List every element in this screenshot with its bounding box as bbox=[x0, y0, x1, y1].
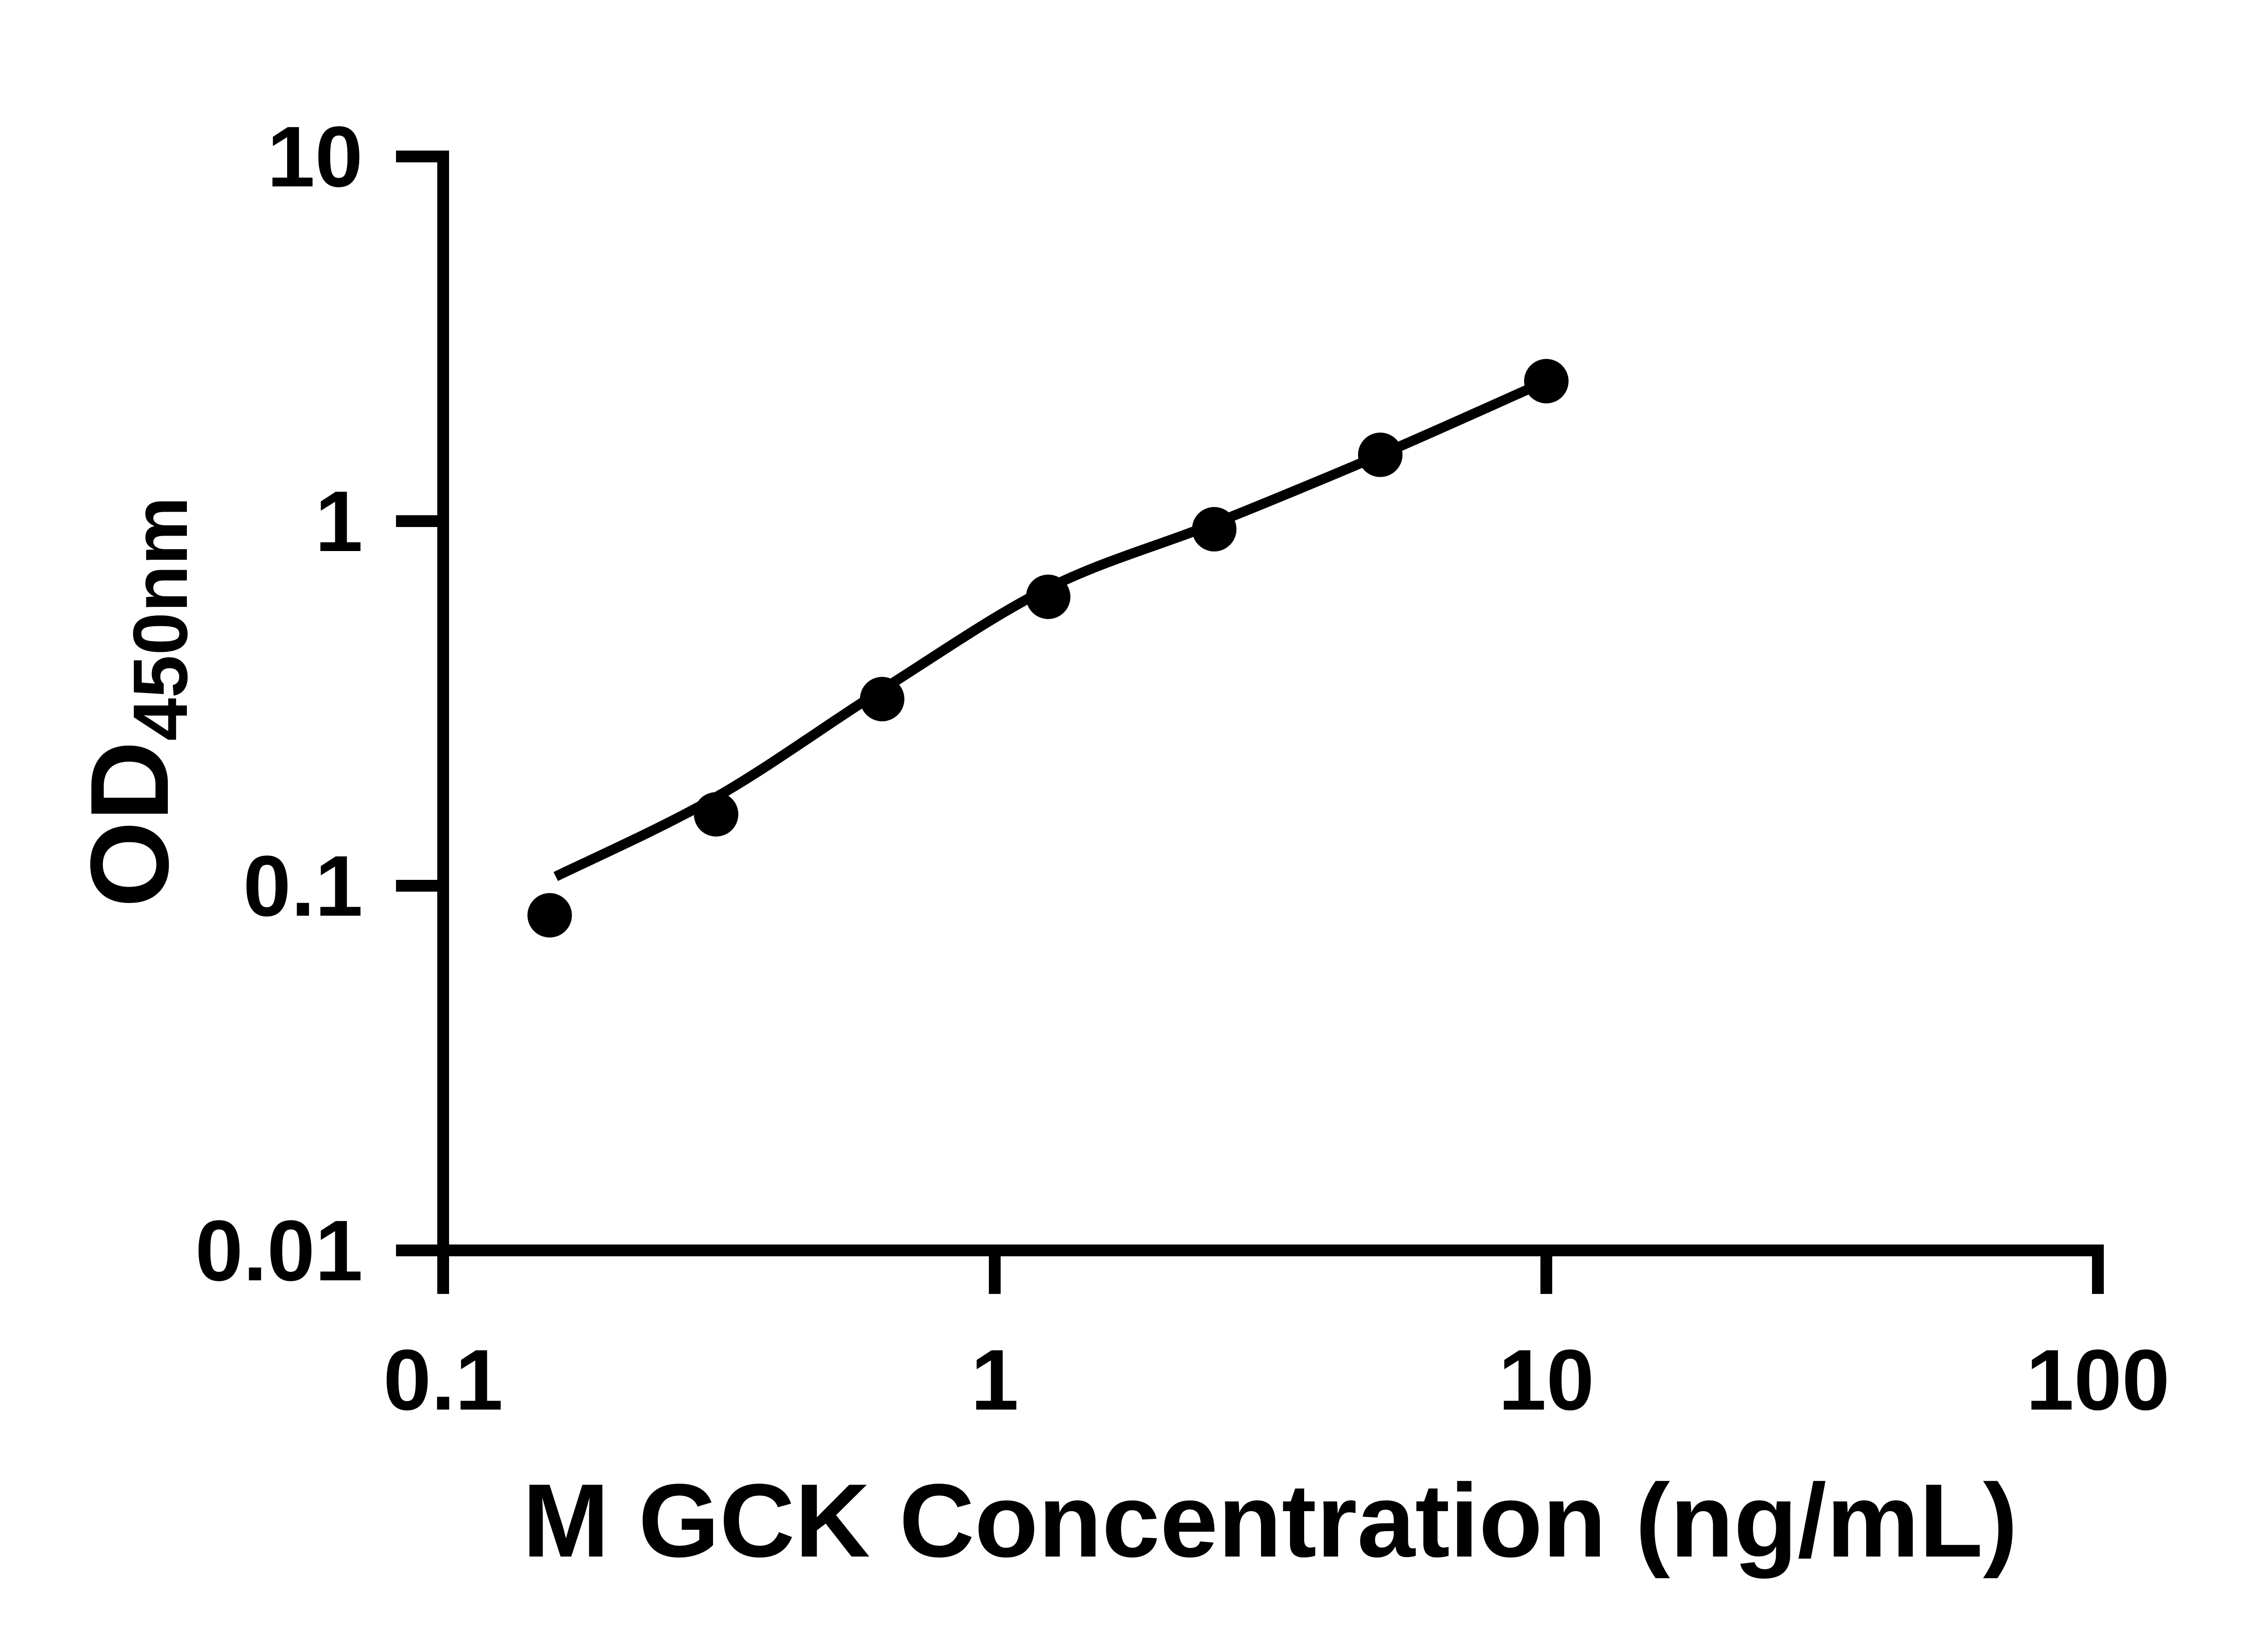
data-point bbox=[1358, 432, 1403, 477]
axes bbox=[437, 151, 2104, 1256]
x-tick-label: 1 bbox=[971, 1332, 1019, 1428]
x-tick-label: 100 bbox=[2026, 1332, 2170, 1428]
y-axis-ticks bbox=[396, 151, 443, 1256]
data-point bbox=[527, 893, 572, 938]
y-axis-title-main: OD bbox=[67, 741, 191, 908]
y-axis-title: OD450nm bbox=[67, 497, 204, 908]
data-point bbox=[1026, 574, 1070, 619]
x-tick-label: 0.1 bbox=[383, 1332, 503, 1428]
x-tick-label: 10 bbox=[1498, 1332, 1594, 1428]
y-axis-tick-labels: 10 1 0.1 0.01 bbox=[195, 109, 363, 1299]
data-point bbox=[1524, 359, 1569, 404]
y-tick-label: 0.1 bbox=[243, 838, 363, 934]
y-tick-label: 10 bbox=[267, 109, 363, 205]
x-axis-tick-labels: 0.1 1 10 100 bbox=[383, 1332, 2170, 1428]
y-tick-label: 1 bbox=[315, 473, 363, 570]
y-axis-title-subscript: 450nm bbox=[117, 497, 204, 741]
data-point bbox=[694, 792, 738, 837]
data-point bbox=[1192, 507, 1237, 552]
x-axis-title: M GCK Concentration (ng/mL) bbox=[523, 1462, 2018, 1579]
y-tick-label: 0.01 bbox=[195, 1203, 363, 1299]
data-points bbox=[527, 359, 1569, 938]
x-axis-ticks bbox=[437, 1250, 2104, 1294]
data-point bbox=[860, 677, 904, 722]
